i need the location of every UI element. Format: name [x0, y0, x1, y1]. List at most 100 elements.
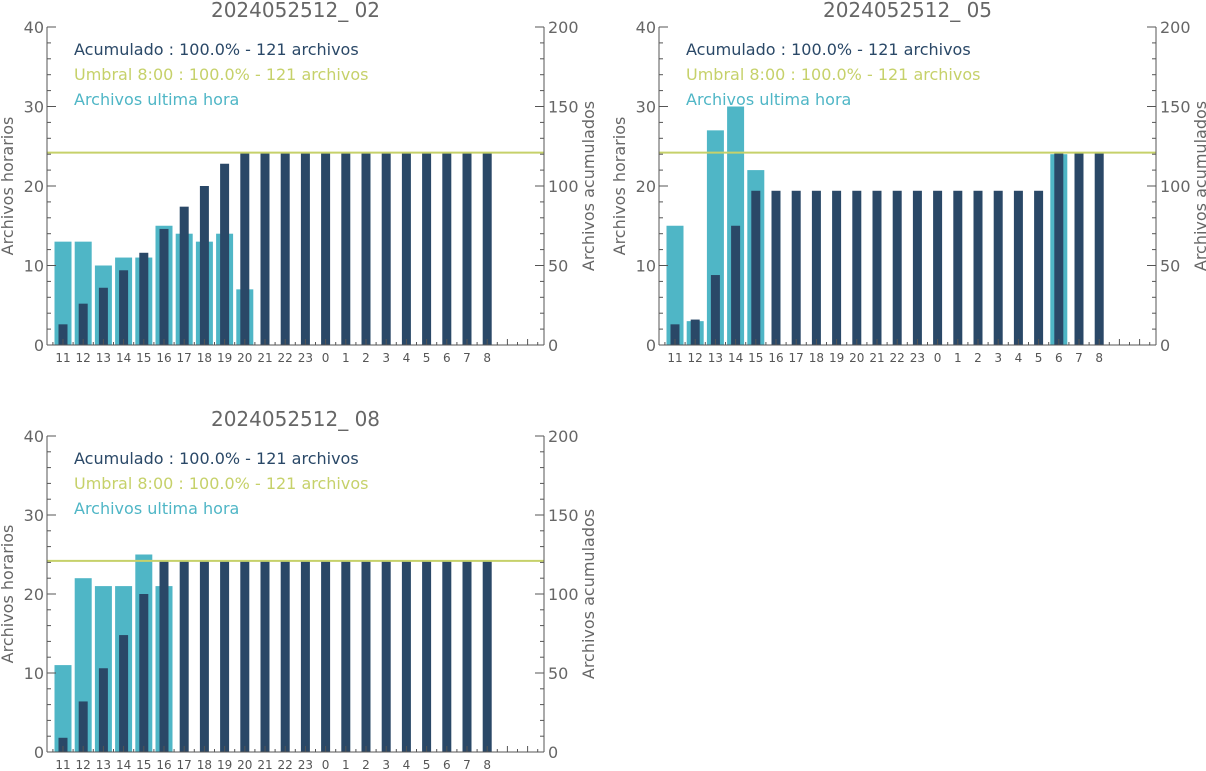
- x-tick-label: 15: [136, 758, 151, 771]
- x-tick-label: 15: [748, 351, 763, 365]
- x-tick-label: 21: [257, 758, 272, 771]
- legend-cumulative: Acumulado : 100.0% - 121 archivos: [74, 40, 359, 59]
- legend-threshold: Umbral 8:00 : 100.0% - 121 archivos: [74, 65, 368, 84]
- cumulative-bar-22: [280, 560, 290, 752]
- cumulative-bar-5: [1034, 190, 1044, 345]
- cumulative-bar-3: [381, 152, 391, 345]
- y-left-tick-label: 40: [24, 18, 44, 37]
- cumulative-bar-0: [321, 152, 331, 345]
- cumulative-bar-20: [240, 560, 250, 752]
- cumulative-bar-13: [98, 287, 108, 345]
- cumulative-bar-14: [119, 270, 129, 345]
- x-tick-label: 14: [728, 351, 743, 365]
- x-tick-label: 18: [197, 351, 212, 365]
- legend-hourly: Archivos ultima hora: [686, 90, 851, 109]
- cumulative-bar-1: [953, 190, 963, 345]
- y-axis-left-title: Archivos horarios: [0, 525, 17, 664]
- x-tick-label: 20: [237, 758, 252, 771]
- cumulative-bar-2: [361, 152, 371, 345]
- x-tick-label: 11: [55, 351, 70, 365]
- y-left-tick-label: 0: [34, 336, 44, 355]
- x-tick-label: 13: [96, 351, 111, 365]
- y-right-tick-label: 200: [548, 427, 579, 446]
- x-tick-label: 11: [55, 758, 70, 771]
- x-tick-label: 1: [954, 351, 962, 365]
- x-tick-label: 17: [789, 351, 804, 365]
- x-tick-label: 12: [76, 351, 91, 365]
- cumulative-bar-7: [462, 152, 472, 345]
- x-tick-label: 4: [403, 758, 411, 771]
- cumulative-bar-6: [442, 152, 452, 345]
- cumulative-bar-5: [422, 152, 432, 345]
- x-tick-label: 2: [974, 351, 982, 365]
- y-axis-left-title: Archivos horarios: [610, 117, 629, 256]
- x-tick-label: 21: [869, 351, 884, 365]
- y-left-tick-label: 20: [24, 585, 44, 604]
- x-tick-label: 13: [708, 351, 723, 365]
- cumulative-bar-14: [119, 635, 129, 752]
- cumulative-bar-18: [199, 560, 209, 752]
- cumulative-bar-16: [159, 228, 169, 345]
- cumulative-bar-15: [139, 594, 149, 752]
- cumulative-bar-21: [260, 560, 270, 752]
- y-left-tick-label: 40: [24, 427, 44, 446]
- cumulative-bar-12: [78, 303, 88, 345]
- cumulative-bar-0: [933, 190, 943, 345]
- cumulative-bar-14: [731, 225, 741, 345]
- hourly-bar-11: [666, 225, 684, 345]
- x-tick-label: 4: [1015, 351, 1023, 365]
- x-tick-label: 13: [96, 758, 111, 771]
- cumulative-bar-4: [401, 560, 411, 752]
- cumulative-bar-12: [78, 701, 88, 752]
- legend-hourly: Archivos ultima hora: [74, 499, 239, 518]
- cumulative-bar-21: [872, 190, 882, 345]
- x-tick-label: 0: [322, 758, 330, 771]
- y-right-tick-label: 0: [548, 336, 558, 355]
- x-tick-label: 6: [1055, 351, 1063, 365]
- x-tick-label: 12: [76, 758, 91, 771]
- cumulative-bar-19: [832, 190, 842, 345]
- cumulative-bar-22: [280, 152, 290, 345]
- cumulative-bar-2: [361, 560, 371, 752]
- cumulative-bar-4: [401, 152, 411, 345]
- x-tick-label: 21: [257, 351, 272, 365]
- y-left-tick-label: 10: [24, 257, 44, 276]
- y-axis-right-title: Archivos acumulados: [579, 101, 598, 271]
- x-tick-label: 1: [342, 351, 350, 365]
- cumulative-bar-8: [482, 152, 492, 345]
- legend-hourly: Archivos ultima hora: [74, 90, 239, 109]
- x-tick-label: 6: [443, 351, 451, 365]
- y-right-tick-label: 100: [548, 177, 579, 196]
- x-tick-label: 17: [177, 351, 192, 365]
- x-tick-label: 1: [342, 758, 350, 771]
- cumulative-bar-3: [381, 560, 391, 752]
- x-tick-label: 17: [177, 758, 192, 771]
- cumulative-bar-18: [199, 186, 209, 345]
- x-tick-label: 22: [278, 758, 293, 771]
- chart-title: 2024052512_ 08: [211, 407, 380, 431]
- cumulative-bar-17: [179, 560, 189, 752]
- cumulative-bar-0: [321, 560, 331, 752]
- y-right-tick-label: 50: [1160, 257, 1180, 276]
- x-tick-label: 20: [849, 351, 864, 365]
- chart-title: 2024052512_ 02: [211, 0, 380, 22]
- y-left-tick-label: 40: [636, 18, 656, 37]
- y-right-tick-label: 150: [548, 98, 579, 117]
- cumulative-bar-3: [993, 190, 1003, 345]
- x-tick-label: 5: [423, 758, 431, 771]
- y-axis-right-title: Archivos acumulados: [1191, 101, 1206, 271]
- cumulative-bar-20: [852, 190, 862, 345]
- chart-title: 2024052512_ 05: [823, 0, 992, 22]
- y-right-tick-label: 200: [1160, 18, 1191, 37]
- y-right-tick-label: 150: [1160, 98, 1191, 117]
- legend-cumulative: Acumulado : 100.0% - 121 archivos: [74, 449, 359, 468]
- cumulative-bar-15: [139, 252, 149, 345]
- cumulative-bar-8: [482, 560, 492, 752]
- cumulative-bar-20: [240, 152, 250, 345]
- x-tick-label: 16: [156, 758, 171, 771]
- x-tick-label: 6: [443, 758, 451, 771]
- y-right-tick-label: 200: [548, 18, 579, 37]
- x-tick-label: 22: [278, 351, 293, 365]
